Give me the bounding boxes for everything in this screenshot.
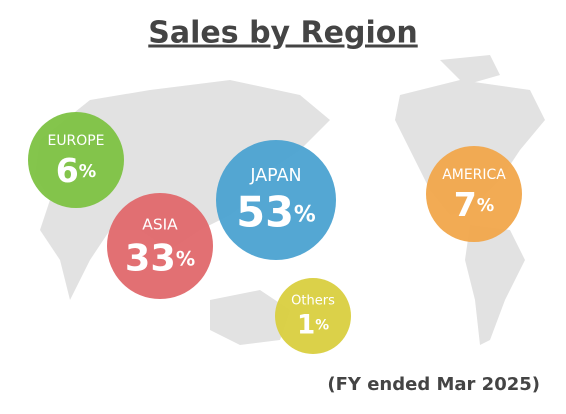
value-label: 53% <box>236 188 316 236</box>
subtitle: (FY ended Mar 2025) <box>327 374 540 395</box>
value-label: 1% <box>297 310 329 340</box>
category-label: JAPAN <box>249 166 301 186</box>
category-label: EUROPE <box>48 133 105 149</box>
category-label: Others <box>291 293 335 308</box>
category-label: AMERICA <box>442 167 506 183</box>
bubble <box>216 140 336 260</box>
category-label: ASIA <box>142 215 178 233</box>
value-label: 33% <box>125 236 195 279</box>
bubble <box>107 193 213 299</box>
bubble <box>426 146 522 242</box>
bubble <box>28 112 124 208</box>
bubble <box>275 278 351 354</box>
value-label: 7% <box>454 185 495 224</box>
value-label: 6% <box>56 151 97 190</box>
chart-title: Sales by Region <box>148 16 417 51</box>
